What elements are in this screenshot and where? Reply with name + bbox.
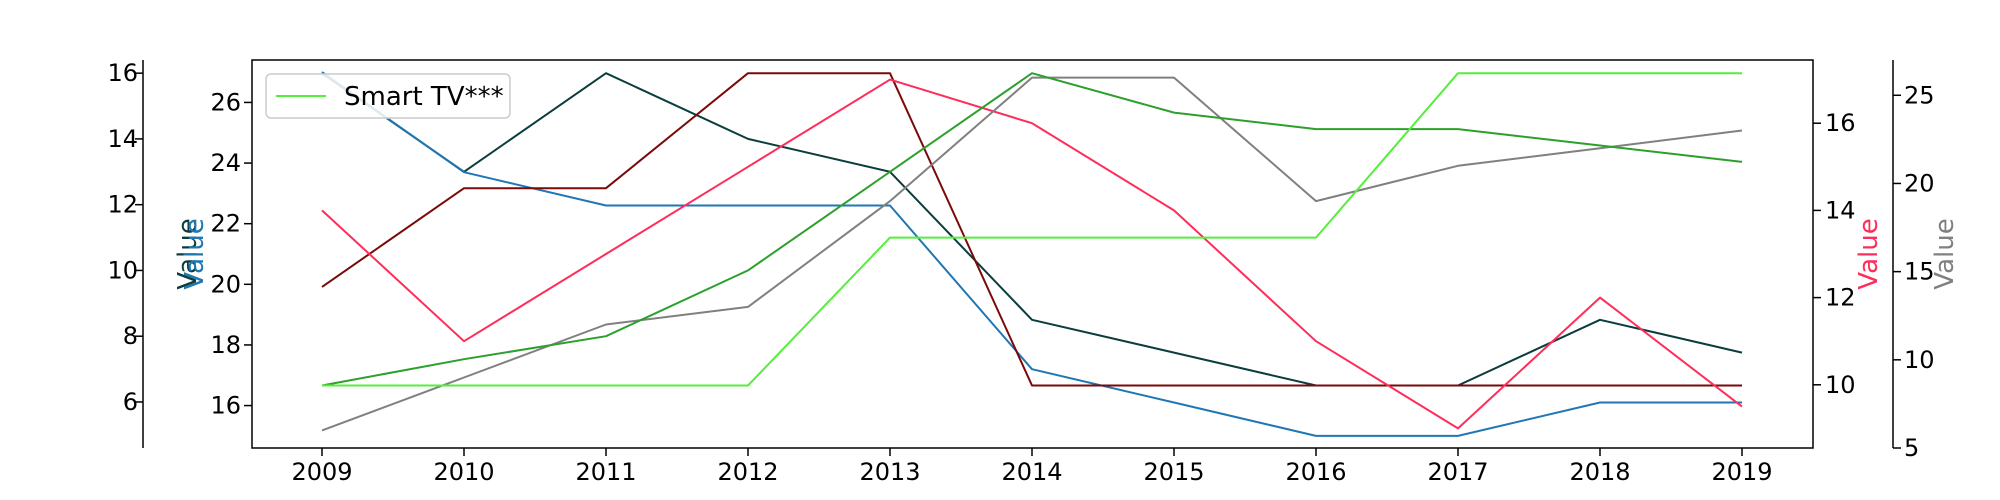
y-tick-label: 26 [210, 88, 241, 116]
x-tick-label: 2013 [859, 458, 920, 486]
y-tick-label: 12 [107, 191, 138, 219]
series-layer [321, 71, 1743, 437]
y-axis-title: Value [180, 218, 210, 289]
legend: Smart TV*** [265, 73, 511, 119]
x-tick-label: 2009 [291, 458, 352, 486]
x-axis: 2009 2010 2011 2012 2013 2014 2015 2016 2017 2018… [291, 448, 1773, 486]
series-line-5 [321, 76, 1743, 432]
y-tick-label: 8 [123, 322, 138, 350]
y-tick-label: 10 [107, 256, 138, 284]
y-tick-label: 10 [1904, 346, 1935, 374]
y-tick-label: 22 [210, 210, 241, 238]
x-tick-label: 2016 [1285, 458, 1346, 486]
y-tick-label: 6 [123, 388, 138, 416]
y-tick-label: 5 [1904, 434, 1919, 462]
y-tick-label: 14 [107, 125, 138, 153]
x-tick-label: 2019 [1711, 458, 1772, 486]
x-tick-label: 2015 [1143, 458, 1204, 486]
y-axes: 6 8 10 12 14 16 Value 16 18 20 22 24 26 Value 10 12 14 16… [107, 59, 1960, 462]
series-line-7 [322, 72, 1742, 387]
legend-label: Smart TV*** [344, 82, 504, 112]
y-tick-label: 25 [1904, 81, 1935, 109]
y-tick-label: 16 [107, 59, 138, 87]
y-tick-label: 20 [210, 270, 241, 298]
y-tick-label: 10 [1825, 371, 1856, 399]
x-tick-label: 2017 [1427, 458, 1488, 486]
x-tick-label: 2014 [1001, 458, 1062, 486]
series-line-3 [321, 72, 1742, 387]
x-tick-label: 2012 [717, 458, 778, 486]
y-tick-label: 24 [210, 149, 241, 177]
y-tick-label: 20 [1904, 169, 1935, 197]
series-line-2 [321, 71, 1742, 437]
x-tick-label: 2018 [1569, 458, 1630, 486]
series-line-4 [321, 78, 1743, 430]
x-tick-label: 2011 [575, 458, 636, 486]
legend-box [265, 73, 511, 119]
y-axis-title: Value [1854, 218, 1884, 289]
y-tick-label: 12 [1825, 284, 1856, 312]
y-tick-label: 14 [1825, 196, 1856, 224]
series-line-6 [321, 72, 1743, 387]
y-tick-label: 18 [210, 331, 241, 359]
x-tick-label: 2010 [433, 458, 494, 486]
y-tick-label: 16 [210, 392, 241, 420]
y-tick-label: 16 [1825, 109, 1856, 137]
y-axis-title: Value [1930, 218, 1960, 289]
series-line-1 [321, 72, 1743, 387]
y-axis-title: Value [173, 218, 203, 289]
y-tick-label: 15 [1904, 258, 1935, 286]
